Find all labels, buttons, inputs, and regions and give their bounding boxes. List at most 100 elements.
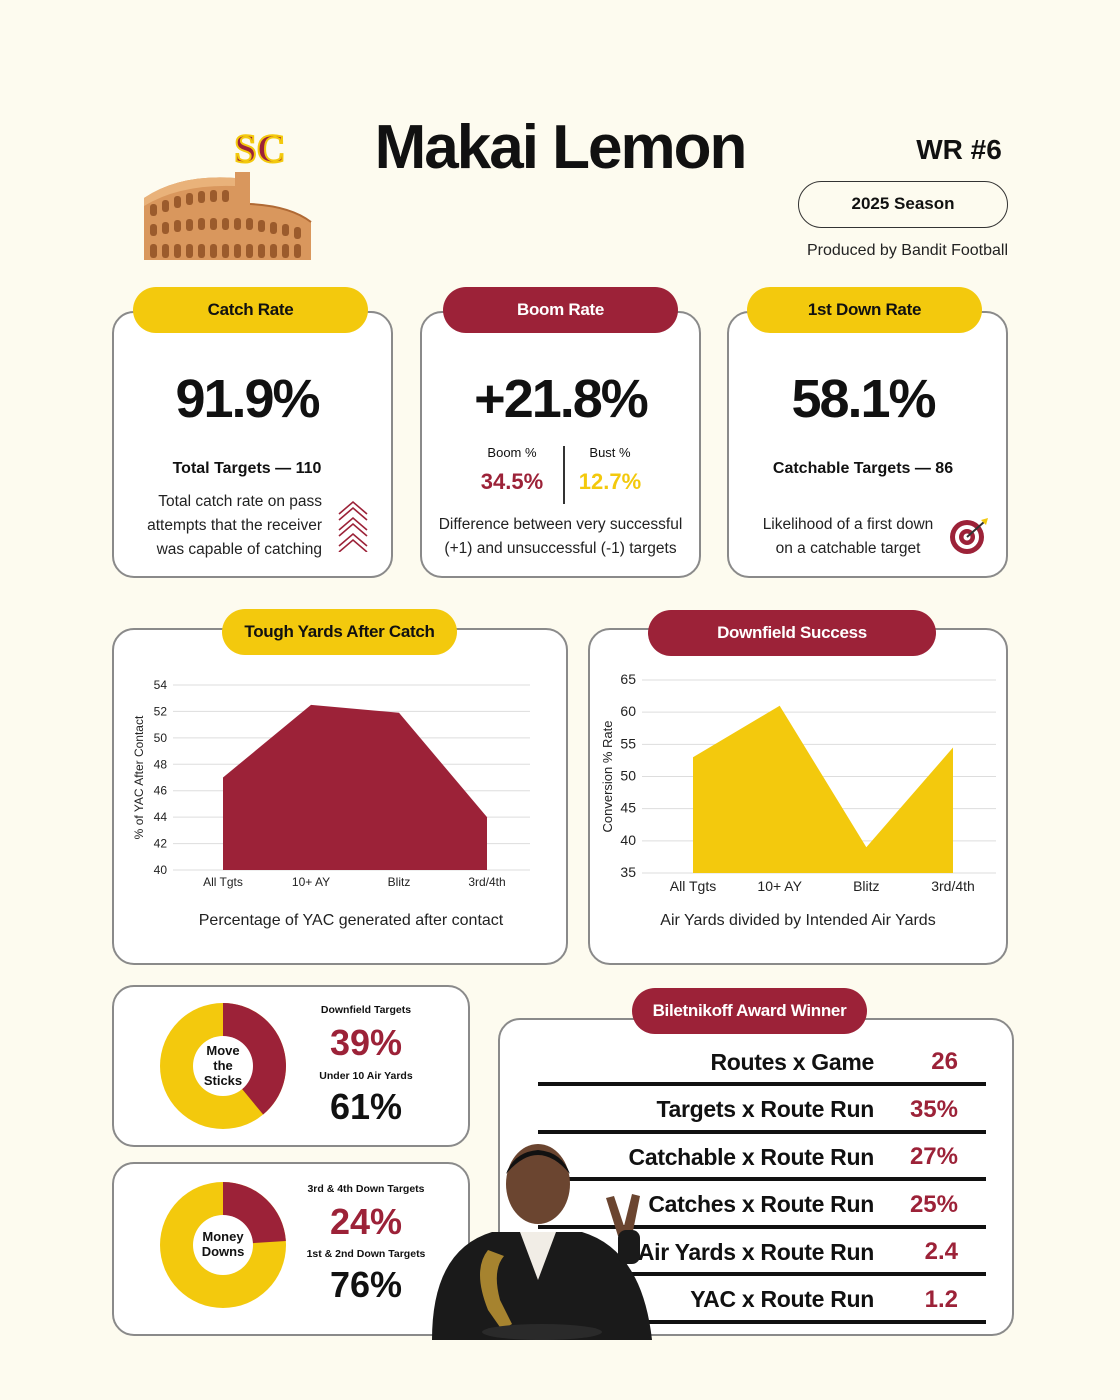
y-tick-label: 46 — [154, 784, 168, 798]
stat-label: Targets x Route Run — [656, 1096, 874, 1122]
chevron-up-icon — [338, 500, 368, 552]
stat-divider — [538, 1082, 986, 1086]
stat-row: Targets x Route Run 35% — [538, 1088, 986, 1132]
early-down-value: 76% — [329, 1264, 403, 1305]
y-tick-label: 40 — [154, 863, 168, 877]
first-down-label: 1st Down Rate — [747, 287, 982, 333]
team-logo: SC — [233, 126, 286, 171]
donut-hole — [193, 1215, 253, 1275]
late-down-value: 24% — [329, 1201, 403, 1242]
y-tick-label: 50 — [154, 731, 168, 745]
produced-by: Produced by Bandit Football — [806, 242, 1008, 259]
y-tick-label: 50 — [620, 768, 636, 784]
move-sticks-center: Move the Sticks — [203, 1043, 243, 1088]
boom-pct-value: 34.5% — [480, 469, 544, 494]
stat-divider — [538, 1319, 986, 1324]
y-tick-label: 45 — [620, 800, 636, 816]
y-tick-label: 40 — [620, 832, 636, 848]
money-downs-donut — [160, 1182, 286, 1308]
stat-row: Air Yards x Route Run 2.4 — [538, 1230, 986, 1274]
downfield-targets-label: Downfield Targets — [320, 1004, 412, 1016]
early-down-label: 1st & 2nd Down Targets — [306, 1248, 426, 1260]
y-tick-label: 48 — [154, 757, 168, 771]
boom-rate-value: +21.8% — [474, 369, 649, 429]
y-tick-label: 44 — [154, 810, 168, 824]
stat-divider — [538, 1224, 986, 1229]
y-tick-label: 42 — [154, 837, 168, 851]
first-down-value: 58.1% — [791, 369, 936, 429]
stat-value: 35% — [909, 1095, 958, 1123]
x-tick-label: Blitz — [388, 875, 411, 889]
x-tick-label: Blitz — [853, 878, 879, 894]
stat-row: Routes x Game 26 — [538, 1040, 986, 1084]
catch-rate-sub: Total Targets — 110 — [172, 460, 322, 477]
under-10-label: Under 10 Air Yards — [319, 1070, 413, 1082]
stat-divider — [538, 1177, 986, 1181]
downfield-chart: 35 40 45 50 55 60 65 All Tgts 10+ AY Blitz 3rd/4th… — [600, 671, 996, 894]
stat-value: 1.2 — [924, 1285, 958, 1313]
first-down-desc: Likelihood of a first down on a catchable… — [762, 516, 934, 557]
bust-pct-label: Bust % — [589, 445, 631, 460]
stat-label: Catchable x Route Run — [628, 1143, 875, 1170]
bust-pct-value: 12.7% — [578, 469, 642, 494]
late-down-label: 3rd & 4th Down Targets — [307, 1183, 425, 1195]
player-position: WR #6 — [916, 134, 1002, 165]
x-tick-label: 3rd/4th — [468, 875, 505, 889]
area-series — [693, 705, 953, 873]
y-tick-label: 54 — [154, 678, 168, 692]
boom-rate-label: Boom Rate — [443, 287, 678, 333]
donut-segment-red — [223, 1003, 287, 1115]
under-10-value: 61% — [329, 1086, 403, 1127]
stat-divider — [538, 1272, 986, 1276]
stat-row: Catches x Route Run 25% — [538, 1183, 986, 1227]
downfield-chart-caption: Air Yards divided by Intended Air Yards — [660, 912, 936, 929]
colosseum-illustration — [144, 172, 312, 260]
boom-pct-label: Boom % — [487, 445, 537, 460]
boom-rate-desc: Difference between very successful (+1) a… — [438, 516, 683, 557]
catch-rate-card — [112, 311, 393, 578]
player-photo — [432, 1144, 652, 1340]
y-tick-label: 60 — [620, 703, 636, 719]
x-tick-label: All Tgts — [670, 878, 716, 894]
first-down-sub: Catchable Targets — 86 — [772, 460, 954, 477]
stat-value: 25% — [909, 1190, 958, 1218]
catch-rate-label: Catch Rate — [133, 287, 368, 333]
stat-row: Catchable x Route Run 27% — [538, 1135, 986, 1179]
catch-rate-desc: Total catch rate on pass attempts that th… — [147, 493, 322, 558]
stat-value: 2.4 — [924, 1238, 958, 1265]
boom-bust-divider — [563, 446, 565, 504]
yac-chart-caption: Percentage of YAC generated after contac… — [198, 912, 504, 929]
stat-label: Air Yards x Route Run — [637, 1238, 874, 1265]
stat-label: Catches x Route Run — [648, 1191, 874, 1217]
player-name: Makai Lemon — [374, 113, 748, 182]
donut-hole — [193, 1036, 253, 1096]
y-axis-label: % of YAC After Contact — [132, 715, 146, 839]
stat-label: YAC x Route Run — [690, 1286, 874, 1312]
move-sticks-donut — [160, 1003, 287, 1129]
yac-chart-label: Tough Yards After Catch — [222, 609, 457, 655]
catch-rate-value: 91.9% — [175, 369, 320, 429]
biletnikoff-label: Biletnikoff Award Winner — [632, 988, 867, 1034]
y-axis-label: Conversion % Rate — [600, 721, 615, 833]
area-series — [223, 704, 487, 870]
downfield-targets-value: 39% — [329, 1022, 403, 1063]
x-tick-label: 10+ AY — [292, 875, 330, 889]
yac-chart: 40 42 44 46 48 50 52 54 All Tgts 10+ AY Blitz 3rd/4… — [132, 678, 530, 889]
money-downs-center: Money Downs — [201, 1229, 245, 1259]
y-tick-label: 65 — [620, 671, 636, 687]
y-tick-label: 35 — [620, 864, 636, 880]
downfield-chart-label: Downfield Success — [648, 610, 936, 656]
y-tick-label: 55 — [620, 735, 636, 751]
stat-value: 27% — [909, 1143, 958, 1170]
y-tick-label: 52 — [154, 704, 168, 718]
x-tick-label: 3rd/4th — [931, 878, 975, 894]
stat-divider — [538, 1129, 986, 1134]
season-badge[interactable]: 2025 Season — [798, 181, 1008, 228]
boom-rate-card — [420, 311, 701, 578]
stat-row: YAC x Route Run 1.2 — [538, 1278, 986, 1322]
x-tick-label: All Tgts — [203, 875, 243, 889]
target-icon — [950, 518, 988, 554]
x-tick-label: 10+ AY — [757, 878, 802, 894]
stat-label: Routes x Game — [710, 1048, 874, 1075]
stat-value: 26 — [931, 1048, 958, 1075]
